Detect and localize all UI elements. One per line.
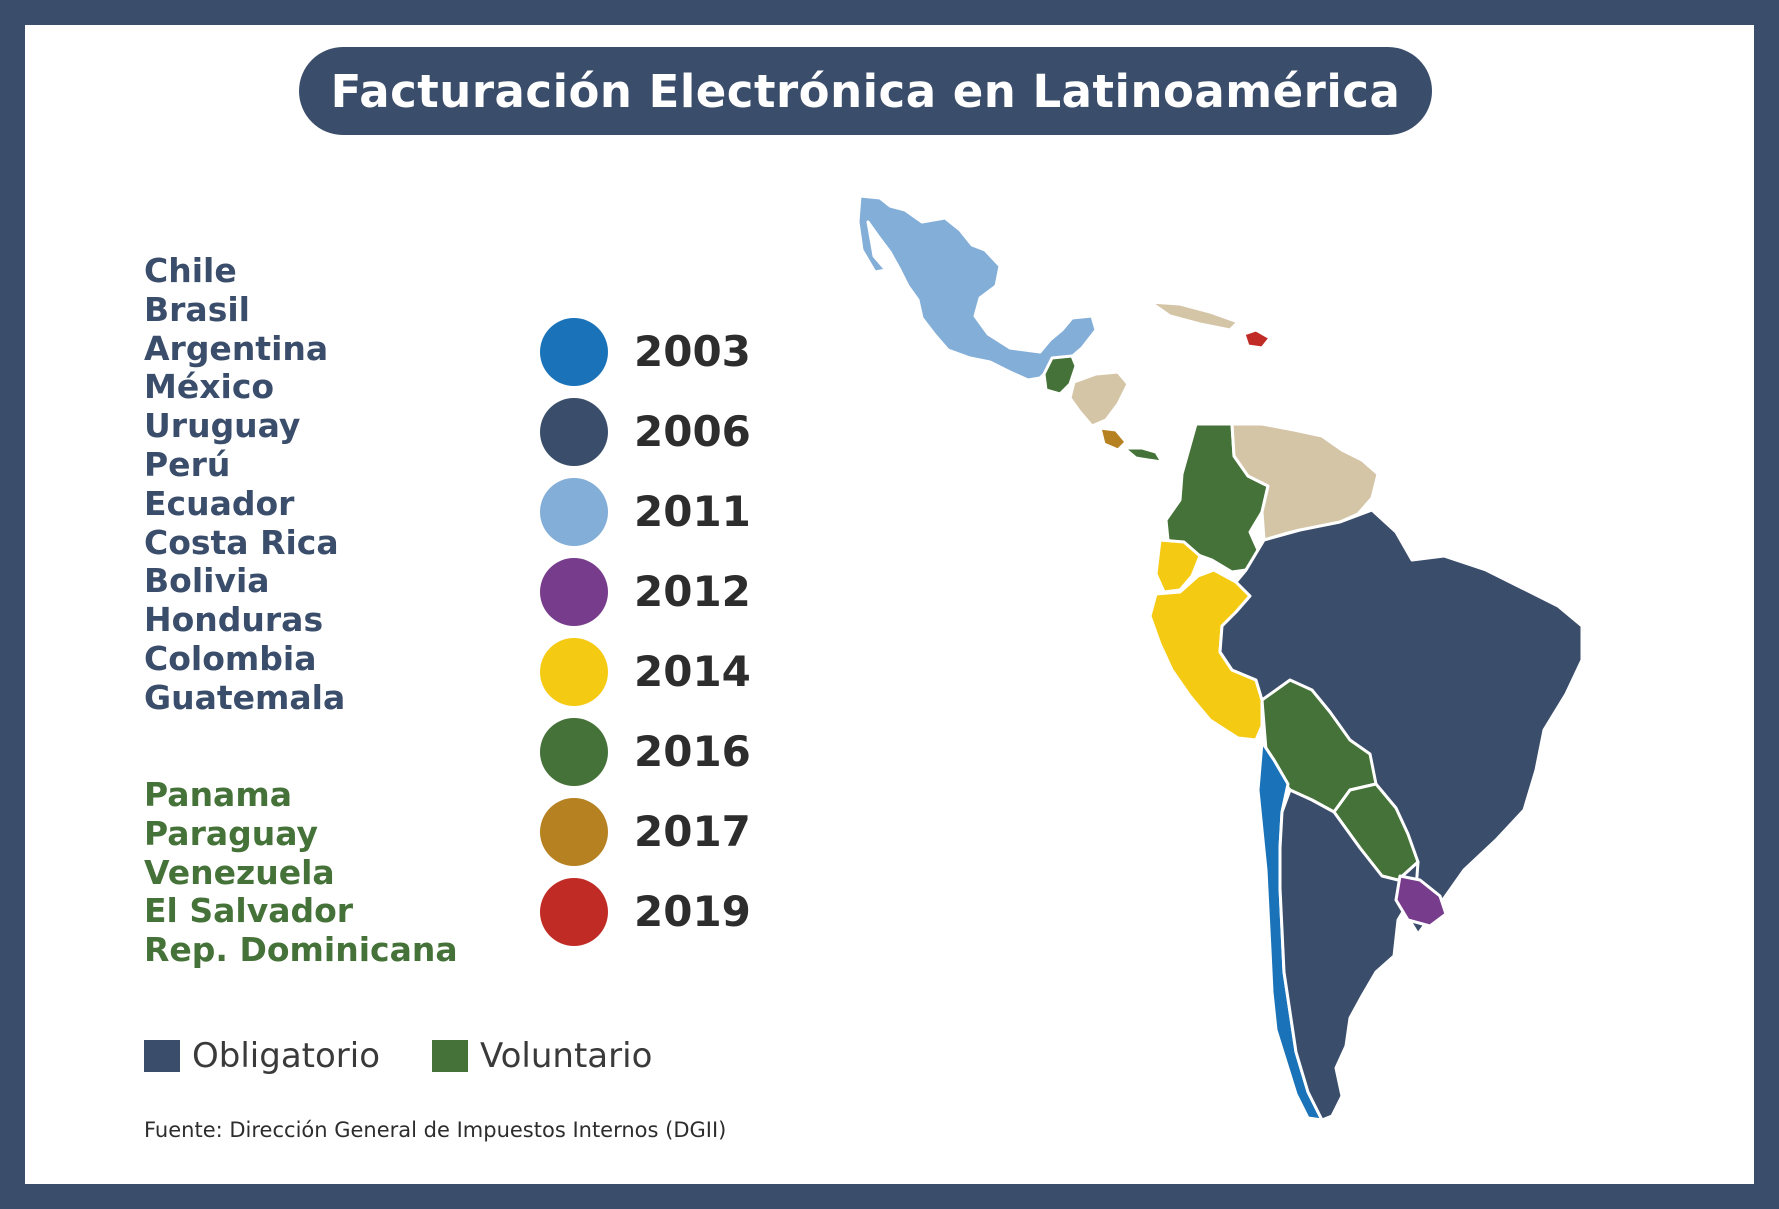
year-label: 2017	[634, 807, 751, 856]
map-region-caribbean	[1148, 300, 1240, 332]
year-color-dot	[540, 638, 608, 706]
map-region-mexico	[856, 194, 1098, 382]
map-region-argentina	[1278, 788, 1420, 1122]
country-name: Venezuela	[144, 852, 335, 892]
mandatory-country-list: Chile Brasil Argentina México Uruguay Pe…	[144, 251, 346, 718]
year-color-dot	[540, 798, 608, 866]
page-title: Facturación Electrónica en Latinoamérica	[330, 64, 1401, 118]
map-region-panama	[1122, 446, 1164, 464]
country-name: El Salvador	[144, 891, 354, 931]
year-label: 2011	[634, 487, 751, 536]
map-region-dominican-republic	[1242, 328, 1272, 350]
legend-swatch	[432, 1040, 469, 1072]
latin-america-map	[856, 194, 1584, 1122]
country-name: Chile	[144, 251, 237, 290]
year-label: 2016	[634, 727, 751, 776]
country-name: Bolivia	[144, 561, 270, 601]
country-name: Guatemala	[144, 677, 346, 717]
country-name: Colombia	[144, 638, 317, 678]
country-name: Costa Rica	[144, 522, 339, 562]
legend-item-obligatorio: Obligatorio	[144, 1036, 380, 1076]
year-label: 2019	[634, 887, 751, 936]
legend-label: Voluntario	[480, 1036, 653, 1076]
year-label: 2012	[634, 567, 751, 616]
map-region-ecuador	[1154, 538, 1202, 594]
map-region-uruguay	[1394, 874, 1448, 928]
country-name: Argentina	[144, 328, 329, 368]
legend-label: Obligatorio	[192, 1036, 381, 1076]
legend-swatch	[144, 1040, 180, 1072]
year-color-dot	[540, 478, 608, 546]
year-color-dot	[540, 398, 608, 466]
legend-item-voluntario: Voluntario	[432, 1036, 652, 1076]
year-color-dot	[540, 318, 608, 386]
source-note: Fuente: Dirección General de Impuestos I…	[144, 1118, 727, 1142]
year-color-dot	[540, 718, 608, 786]
legend: Obligatorio Voluntario	[144, 1036, 704, 1076]
title-banner: Facturación Electrónica en Latinoamérica	[299, 47, 1432, 135]
map-region-brasil	[1218, 508, 1584, 936]
country-name: Uruguay	[144, 406, 301, 446]
map-region-costa-rica	[1098, 426, 1128, 452]
country-name: Perú	[144, 444, 231, 484]
country-name: Rep. Dominicana	[144, 930, 458, 970]
year-color-dot	[540, 878, 608, 946]
year-color-dot	[540, 558, 608, 626]
year-label: 2014	[634, 647, 751, 696]
map-region-honduras	[1068, 370, 1130, 428]
country-name: Paraguay	[144, 813, 318, 853]
country-name: Honduras	[144, 600, 324, 640]
country-name: Brasil	[144, 289, 250, 329]
country-name: Ecuador	[144, 483, 295, 523]
country-name: Panama	[144, 775, 292, 814]
year-label: 2003	[634, 327, 751, 376]
country-name: México	[144, 367, 275, 407]
map-region-guatemala	[1042, 354, 1078, 396]
year-label: 2006	[634, 407, 751, 456]
voluntary-country-list: Panama Paraguay Venezuela El Salvador Re…	[144, 775, 458, 970]
